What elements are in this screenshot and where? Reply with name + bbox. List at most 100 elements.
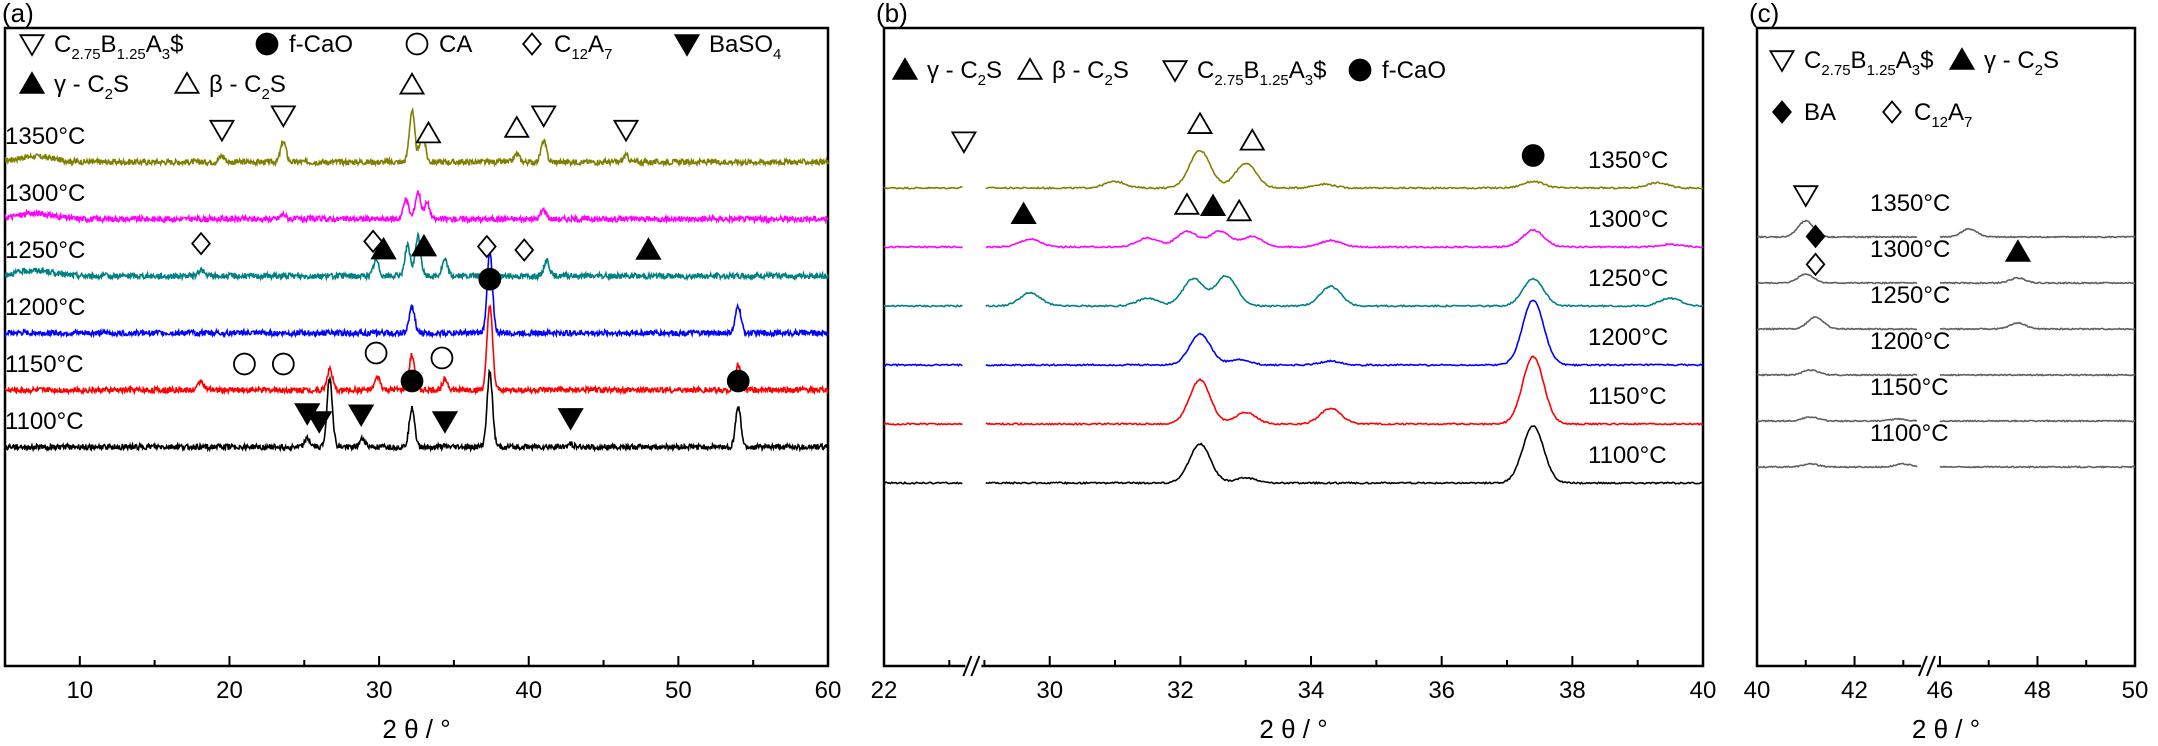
legend-label: BA (1804, 99, 1836, 126)
phase-marker (612, 119, 640, 143)
legend-marker (255, 32, 279, 56)
x-tick-label: 34 (1298, 677, 1325, 704)
phase-marker (430, 346, 454, 370)
legend-label: β - C2S (1052, 57, 1129, 89)
x-tick-label: 40 (1690, 677, 1717, 704)
trace-1150°C (883, 355, 1704, 426)
plot-frame (1755, 26, 2137, 668)
trace-1350°C (883, 149, 1704, 190)
x-tick-label: 50 (665, 677, 692, 704)
axis-break-mask (1920, 663, 1937, 669)
phase-marker (1186, 111, 1214, 134)
x-axis-title: 2 θ / ° (382, 714, 450, 744)
phase-marker (370, 236, 397, 260)
x-tick-label: 40 (1744, 677, 1771, 704)
series-label: 1150°C (1588, 383, 1667, 410)
x-axis-title: 2 θ / ° (1259, 714, 1327, 744)
panel-1: (b) 22 30 32 34 36 38 40 2 θ / ° γ - C2S β - C2S C2… (871, 0, 1717, 744)
series-label: 1150°C (1870, 374, 1949, 401)
x-tick-label: 20 (216, 677, 243, 704)
phase-marker (514, 238, 535, 262)
phase-marker (191, 231, 212, 256)
legend-label: CA (439, 31, 472, 58)
plot-frame (3, 26, 830, 668)
phase-marker (1226, 198, 1253, 222)
trace-1350°C (4, 106, 829, 168)
phase-marker (306, 411, 333, 434)
x-tick-label: 40 (515, 677, 542, 704)
phase-marker (530, 105, 557, 128)
legend-label: C2.75B1.25A3$ (54, 31, 183, 63)
phase-marker (364, 341, 388, 365)
trace-1300°C (883, 228, 1704, 249)
legend-label: γ - C2S (927, 57, 1002, 89)
legend-marker (18, 71, 46, 94)
phase-marker (1805, 252, 1826, 277)
series-label: 1250°C (1870, 282, 1950, 309)
phase-marker (271, 352, 295, 376)
series-label: 1300°C (1870, 236, 1950, 263)
legend-label: C12A7 (554, 31, 612, 63)
phase-marker (410, 233, 438, 257)
phase-marker (557, 408, 584, 431)
phase-marker (503, 115, 530, 138)
trace-1300°C (1757, 273, 2136, 285)
legend-label: γ - C2S (54, 71, 129, 103)
axis-break-mark (970, 655, 981, 677)
phase-marker (363, 229, 384, 254)
panel-2: (c) 40 42 46 48 50 2 θ / ° C2.75B1.25A3$ γ - C2S… (1744, 0, 2149, 744)
x-tick-label: 30 (1036, 677, 1063, 704)
panel-label: (b) (876, 0, 908, 28)
phase-marker (1239, 128, 1266, 151)
series-label: 1300°C (5, 180, 85, 207)
series-label: 1350°C (1588, 147, 1668, 174)
trace-1100°C (1756, 462, 2136, 469)
legend-label: C2.75B1.25A3$ (1804, 47, 1933, 79)
axis-break-mark (1918, 655, 1928, 677)
legend-marker (1772, 100, 1792, 124)
series-label: 1100°C (5, 408, 84, 435)
legend-label: BaSO4 (709, 31, 781, 63)
phase-marker (431, 411, 459, 434)
x-tick-label: 22 (871, 677, 898, 704)
phase-marker (2004, 239, 2032, 262)
legend-label: f-CaO (289, 31, 353, 58)
panel-label: (a) (2, 0, 34, 28)
trace-1250°C (883, 274, 1704, 308)
series-label: 1200°C (1588, 324, 1668, 351)
legend-marker (1348, 58, 1372, 82)
phase-marker (348, 404, 375, 427)
series-label: 1200°C (5, 294, 85, 321)
legend-marker (18, 34, 46, 57)
legend-marker (891, 57, 919, 80)
legend-label: C2.75B1.25A3$ (1197, 57, 1326, 89)
trace-1250°C (4, 231, 829, 282)
x-tick-label: 10 (66, 677, 93, 704)
phase-marker (1010, 201, 1037, 225)
phase-marker (1199, 193, 1227, 216)
phase-marker (950, 131, 978, 154)
phase-marker (1792, 185, 1819, 208)
axis-break-mask (965, 663, 982, 669)
legend-marker (405, 32, 429, 56)
phase-marker (400, 369, 424, 393)
phase-marker (635, 237, 662, 260)
legend-marker (522, 32, 542, 56)
series-label: 1250°C (1588, 265, 1668, 292)
x-axis-title: 2 θ / ° (1912, 714, 1980, 744)
trace-1200°C (883, 299, 1704, 367)
x-tick-label: 46 (1927, 677, 1954, 704)
axis-break-mark (1926, 655, 1936, 677)
phase-marker (1173, 192, 1201, 215)
legend-marker (173, 71, 201, 94)
phase-marker (208, 119, 236, 143)
series-label: 1100°C (1588, 442, 1667, 469)
x-tick-label: 50 (2122, 677, 2149, 704)
panel-label: (c) (1749, 0, 1779, 28)
trace-1300°C (4, 190, 829, 225)
trace-1150°C (1756, 416, 2136, 423)
phase-marker (1805, 224, 1826, 249)
trace-1100°C (4, 368, 829, 453)
series-label: 1300°C (1588, 206, 1668, 233)
phase-marker (726, 369, 750, 393)
